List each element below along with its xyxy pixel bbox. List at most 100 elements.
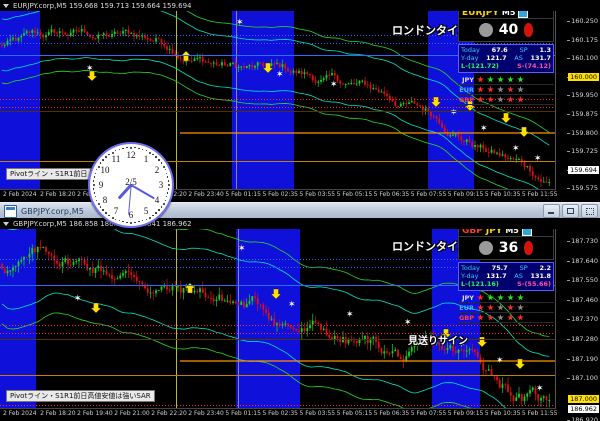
price-level-gold: 187.000 <box>568 395 599 403</box>
eurjpy-chart[interactable]: EURJPY.corp,M5 159.668 159.713 159.664 1… <box>0 0 600 202</box>
strength-row: JPY <box>458 75 554 85</box>
gbpjpy-strength-matrix: JPY EUR GBP <box>458 293 554 323</box>
current-price-label: 186.962 <box>568 405 599 413</box>
currency-code: GBP <box>458 95 474 104</box>
clock-tick <box>160 206 163 208</box>
eurjpy-yday-val: 121.7 <box>486 54 507 62</box>
clock-tick <box>114 218 117 220</box>
gbpjpy-time-axis[interactable]: 2 Feb 2024 2 Feb 18:20 2 Feb 19:40 2 Feb 21… <box>0 408 557 421</box>
strength-star-icon <box>497 86 504 93</box>
price-tick: 159.950 <box>567 91 598 100</box>
gbpjpy-short-val: S-(55.66) <box>517 280 551 288</box>
clock-numeral: 11 <box>111 154 121 165</box>
price-tick: 187.550 <box>567 276 598 285</box>
gbpjpy-yday-val: 131.7 <box>486 272 507 280</box>
pivot-line <box>0 111 556 112</box>
eurjpy-long-val: L-(121.72) <box>461 62 499 70</box>
clock-tick <box>167 188 170 190</box>
chart-window-gbpjpy: GBPJPY.corp,M5 GBPJPY.corp,M5 186.858 18… <box>0 202 600 421</box>
price-tick: 159.575 <box>567 184 598 193</box>
clock-numeral: 4 <box>154 195 160 205</box>
eurjpy-panel-score-row: 40 <box>458 19 554 42</box>
strength-star-icon <box>487 76 494 83</box>
strength-star-icon <box>477 86 484 93</box>
clock-tick <box>167 184 170 187</box>
clock-numeral: 1 <box>143 154 149 165</box>
strength-star-icon <box>477 96 484 103</box>
price-tick: 159.725 <box>567 147 598 156</box>
strength-star-icon <box>507 294 514 301</box>
chevron-down-icon[interactable] <box>3 221 9 226</box>
gbpjpy-long-val: L-(121.16) <box>461 280 499 288</box>
clock-tick <box>92 180 95 182</box>
time-tick: 2 Feb 21:00 <box>114 410 150 417</box>
clock-tick <box>149 216 152 219</box>
clock-tick <box>102 159 104 161</box>
strength-star-icon <box>507 76 514 83</box>
eurjpy-plot-area[interactable]: ✶ ✶ ✶ ✶ ✶ ✶ ✶ ✶ <box>0 11 556 190</box>
eurjpy-price-axis[interactable]: 160.250160.175160.100160.025159.950159.8… <box>555 11 600 193</box>
eurjpy-panel-symbol: EURJPY <box>462 7 499 18</box>
clock-tick <box>158 209 160 211</box>
clock-tick <box>158 159 160 161</box>
price-tick: 187.460 <box>567 295 598 304</box>
chevron-down-icon[interactable] <box>3 3 9 8</box>
clock-tick <box>130 221 133 224</box>
clock-tick <box>141 219 144 222</box>
time-tick: 5 Feb 01:15 <box>225 410 261 417</box>
pivot-line <box>0 285 556 286</box>
time-tick: 5 Feb 03:55 <box>299 191 336 198</box>
restore-button[interactable] <box>562 204 579 218</box>
time-tick: 5 Feb 10:35 <box>484 191 521 198</box>
clock-tick <box>122 147 124 150</box>
svg-text:✶: ✶ <box>238 244 246 254</box>
gbpjpy-window-title: GBPJPY.corp,M5 <box>21 206 84 216</box>
gbpjpy-price-axis[interactable]: 187.730 187.640 187.550 187.460 187.370 187.2… <box>555 229 600 421</box>
clock-numeral: 5 <box>143 205 149 216</box>
strength-star-icon <box>517 96 524 103</box>
strength-star-icon <box>497 304 504 311</box>
clock-tick <box>99 162 102 164</box>
clock-numeral: 8 <box>102 195 108 205</box>
sar-dot-row <box>0 259 556 260</box>
clock-tick <box>164 168 166 171</box>
strength-star-icon <box>487 86 494 93</box>
analog-clock-widget[interactable]: 2/5 12 1 2 3 4 5 6 7 8 9 10 11 <box>88 142 174 228</box>
gbpjpy-panel-score-row: 36 <box>458 237 554 260</box>
time-tick: 5 Feb 09:15 <box>447 410 484 417</box>
time-tick: 5 Feb 02:35 <box>262 191 298 198</box>
clock-tick <box>145 149 147 152</box>
strength-star-icon <box>507 304 514 311</box>
clock-tick <box>94 195 97 198</box>
clock-tick <box>97 165 100 168</box>
svg-text:✶: ✶ <box>276 70 284 80</box>
clock-tick <box>165 195 168 198</box>
minute-hand <box>130 184 155 200</box>
time-tick: 2 Feb 2024 <box>3 410 37 417</box>
close-button[interactable] <box>581 204 598 218</box>
strength-row: GBP <box>458 95 554 105</box>
svg-text:✶: ✶ <box>458 340 466 350</box>
strength-star-icon <box>517 76 524 83</box>
clock-tick <box>155 212 157 214</box>
neutral-ball-icon <box>478 241 493 255</box>
time-tick: 5 Feb 05:15 <box>336 191 373 198</box>
time-tick: 2 Feb 18:20 <box>40 191 76 198</box>
gbpjpy-chart[interactable]: GBPJPY.corp,M5 186.858 186.962 186.841 1… <box>0 218 600 421</box>
strength-star-icon <box>507 86 514 93</box>
clock-tick <box>126 146 128 149</box>
clock-numeral: 3 <box>158 180 164 190</box>
currency-code: JPY <box>462 293 474 302</box>
clock-tick <box>162 165 165 168</box>
clock-tick <box>167 180 170 182</box>
minimize-button[interactable] <box>543 204 560 218</box>
clock-numeral: 10 <box>100 165 110 175</box>
price-tick: 187.640 <box>567 256 598 265</box>
clock-tick <box>126 221 128 224</box>
svg-text:✶: ✶ <box>330 80 338 90</box>
price-tick: 187.730 <box>567 237 598 245</box>
vertical-separator <box>236 11 237 190</box>
strength-star-icon <box>517 86 524 93</box>
clock-tick <box>122 220 124 223</box>
